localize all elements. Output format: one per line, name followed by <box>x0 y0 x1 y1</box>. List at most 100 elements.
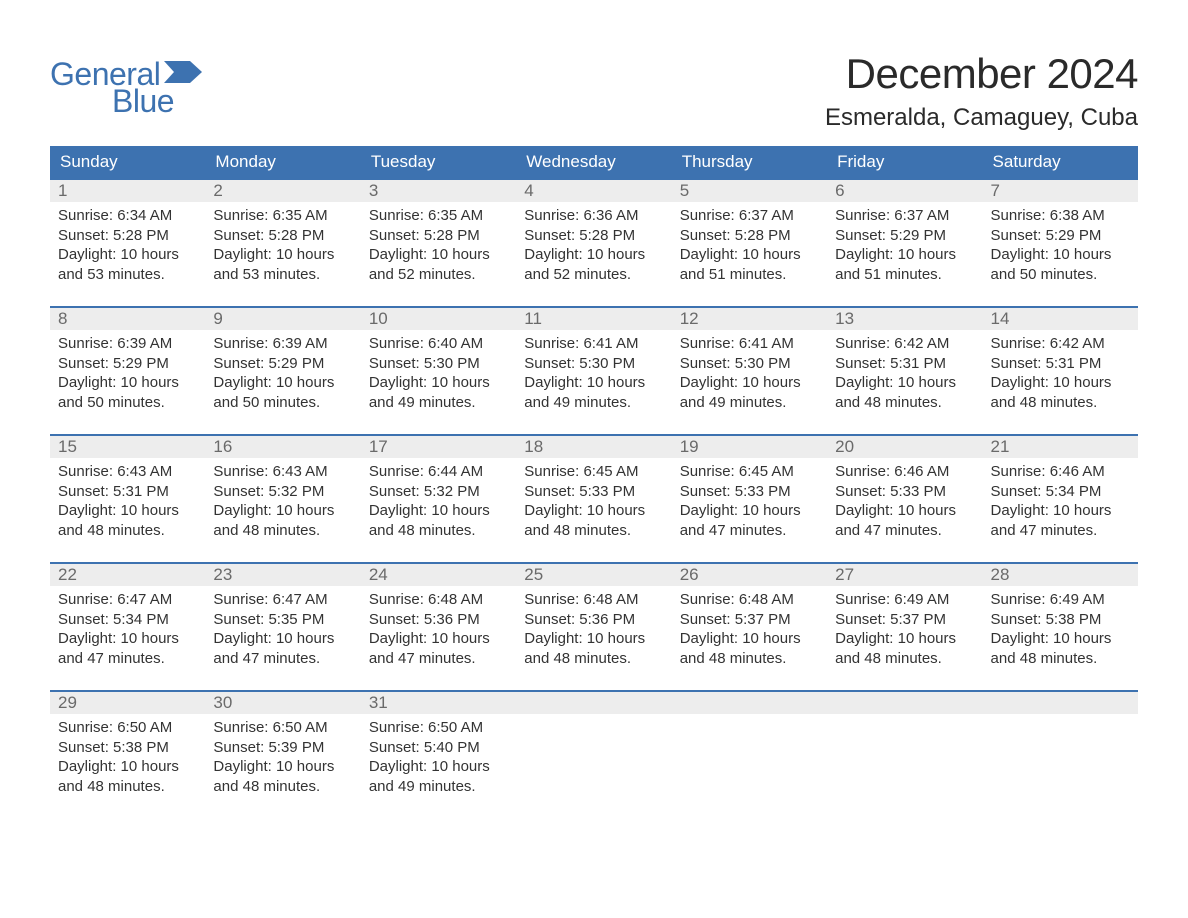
daylight-line: Daylight: 10 hours and 52 minutes. <box>524 245 663 284</box>
sunrise-line: Sunrise: 6:43 AM <box>213 462 352 482</box>
calendar-cell: 3Sunrise: 6:35 AMSunset: 5:28 PMDaylight… <box>361 178 516 306</box>
day-number: 11 <box>516 306 671 330</box>
day-number: 26 <box>672 562 827 586</box>
sunset-line: Sunset: 5:37 PM <box>680 610 819 630</box>
day-number: 31 <box>361 690 516 714</box>
day-number: 18 <box>516 434 671 458</box>
sunrise-line: Sunrise: 6:46 AM <box>991 462 1130 482</box>
day-number: 24 <box>361 562 516 586</box>
sunrise-line: Sunrise: 6:35 AM <box>369 206 508 226</box>
sunrise-line: Sunrise: 6:50 AM <box>58 718 197 738</box>
calendar-cell: 11Sunrise: 6:41 AMSunset: 5:30 PMDayligh… <box>516 306 671 434</box>
day-number: 13 <box>827 306 982 330</box>
sunrise-line: Sunrise: 6:47 AM <box>58 590 197 610</box>
daylight-line: Daylight: 10 hours and 49 minutes. <box>524 373 663 412</box>
sunrise-line: Sunrise: 6:39 AM <box>213 334 352 354</box>
day-body: Sunrise: 6:50 AMSunset: 5:40 PMDaylight:… <box>361 714 516 796</box>
daylight-line: Daylight: 10 hours and 48 minutes. <box>991 629 1130 668</box>
calendar-cell <box>983 690 1138 818</box>
daylight-line: Daylight: 10 hours and 48 minutes. <box>835 629 974 668</box>
sunrise-line: Sunrise: 6:45 AM <box>680 462 819 482</box>
day-number: 3 <box>361 178 516 202</box>
day-number: 2 <box>205 178 360 202</box>
sunset-line: Sunset: 5:34 PM <box>58 610 197 630</box>
sunrise-line: Sunrise: 6:36 AM <box>524 206 663 226</box>
day-body: Sunrise: 6:39 AMSunset: 5:29 PMDaylight:… <box>50 330 205 412</box>
calendar-cell: 31Sunrise: 6:50 AMSunset: 5:40 PMDayligh… <box>361 690 516 818</box>
sunrise-line: Sunrise: 6:34 AM <box>58 206 197 226</box>
day-number: 10 <box>361 306 516 330</box>
daylight-line: Daylight: 10 hours and 48 minutes. <box>835 373 974 412</box>
sunset-line: Sunset: 5:33 PM <box>524 482 663 502</box>
sunrise-line: Sunrise: 6:49 AM <box>835 590 974 610</box>
sunrise-line: Sunrise: 6:48 AM <box>369 590 508 610</box>
day-body: Sunrise: 6:46 AMSunset: 5:34 PMDaylight:… <box>983 458 1138 540</box>
calendar-week-row: 8Sunrise: 6:39 AMSunset: 5:29 PMDaylight… <box>50 306 1138 434</box>
sunset-line: Sunset: 5:30 PM <box>680 354 819 374</box>
calendar-cell: 21Sunrise: 6:46 AMSunset: 5:34 PMDayligh… <box>983 434 1138 562</box>
weekday-header: Saturday <box>983 146 1138 178</box>
sunset-line: Sunset: 5:39 PM <box>213 738 352 758</box>
daylight-line: Daylight: 10 hours and 48 minutes. <box>991 373 1130 412</box>
sunrise-line: Sunrise: 6:37 AM <box>680 206 819 226</box>
logo-text-blue: Blue <box>112 83 202 120</box>
daylight-line: Daylight: 10 hours and 53 minutes. <box>213 245 352 284</box>
day-number: 21 <box>983 434 1138 458</box>
calendar-cell: 15Sunrise: 6:43 AMSunset: 5:31 PMDayligh… <box>50 434 205 562</box>
daylight-line: Daylight: 10 hours and 51 minutes. <box>835 245 974 284</box>
calendar-table: Sunday Monday Tuesday Wednesday Thursday… <box>50 146 1138 818</box>
sunset-line: Sunset: 5:28 PM <box>58 226 197 246</box>
weekday-header: Thursday <box>672 146 827 178</box>
day-body: Sunrise: 6:37 AMSunset: 5:29 PMDaylight:… <box>827 202 982 284</box>
sunset-line: Sunset: 5:33 PM <box>835 482 974 502</box>
sunset-line: Sunset: 5:34 PM <box>991 482 1130 502</box>
daylight-line: Daylight: 10 hours and 48 minutes. <box>58 501 197 540</box>
sunset-line: Sunset: 5:33 PM <box>680 482 819 502</box>
calendar-cell: 13Sunrise: 6:42 AMSunset: 5:31 PMDayligh… <box>827 306 982 434</box>
daylight-line: Daylight: 10 hours and 49 minutes. <box>369 757 508 796</box>
calendar-cell: 8Sunrise: 6:39 AMSunset: 5:29 PMDaylight… <box>50 306 205 434</box>
sunset-line: Sunset: 5:29 PM <box>835 226 974 246</box>
day-body: Sunrise: 6:50 AMSunset: 5:39 PMDaylight:… <box>205 714 360 796</box>
daylight-line: Daylight: 10 hours and 47 minutes. <box>369 629 508 668</box>
day-number: 14 <box>983 306 1138 330</box>
weekday-header: Monday <box>205 146 360 178</box>
day-body: Sunrise: 6:49 AMSunset: 5:37 PMDaylight:… <box>827 586 982 668</box>
calendar-cell: 1 Sunrise: 6:34 AMSunset: 5:28 PMDaylight… <box>50 178 205 306</box>
month-title: December 2024 <box>825 50 1138 98</box>
daylight-line: Daylight: 10 hours and 53 minutes. <box>58 245 197 284</box>
sunrise-line: Sunrise: 6:50 AM <box>369 718 508 738</box>
calendar-cell: 25Sunrise: 6:48 AMSunset: 5:36 PMDayligh… <box>516 562 671 690</box>
day-number: 27 <box>827 562 982 586</box>
day-body: Sunrise: 6:41 AMSunset: 5:30 PMDaylight:… <box>672 330 827 412</box>
calendar-cell: 27Sunrise: 6:49 AMSunset: 5:37 PMDayligh… <box>827 562 982 690</box>
day-number: 6 <box>827 178 982 202</box>
sunrise-line: Sunrise: 6:40 AM <box>369 334 508 354</box>
sunset-line: Sunset: 5:40 PM <box>369 738 508 758</box>
sunrise-line: Sunrise: 6:49 AM <box>991 590 1130 610</box>
day-body: Sunrise: 6:48 AMSunset: 5:37 PMDaylight:… <box>672 586 827 668</box>
calendar-cell: 14Sunrise: 6:42 AMSunset: 5:31 PMDayligh… <box>983 306 1138 434</box>
empty-day-bar <box>983 690 1138 714</box>
day-body: Sunrise: 6:48 AMSunset: 5:36 PMDaylight:… <box>361 586 516 668</box>
calendar-week-row: 1Sunrise: 6:34 AMSunset: 5:28 PMDaylight… <box>50 178 1138 306</box>
day-body: Sunrise: 6:45 AMSunset: 5:33 PMDaylight:… <box>516 458 671 540</box>
day-number: 22 <box>50 562 205 586</box>
day-body: Sunrise: 6:49 AMSunset: 5:38 PMDaylight:… <box>983 586 1138 668</box>
day-body: Sunrise: 6:47 AMSunset: 5:35 PMDaylight:… <box>205 586 360 668</box>
sunrise-line: Sunrise: 6:39 AM <box>58 334 197 354</box>
empty-day-bar <box>672 690 827 714</box>
day-body: Sunrise: 6:44 AMSunset: 5:32 PMDaylight:… <box>361 458 516 540</box>
sunrise-line: Sunrise: 6:42 AM <box>991 334 1130 354</box>
calendar-cell: 17Sunrise: 6:44 AMSunset: 5:32 PMDayligh… <box>361 434 516 562</box>
calendar-page: General Blue December 2024 Esmeralda, Ca… <box>0 0 1188 858</box>
daylight-line: Daylight: 10 hours and 47 minutes. <box>991 501 1130 540</box>
day-number: 29 <box>50 690 205 714</box>
day-number: 23 <box>205 562 360 586</box>
calendar-cell: 16Sunrise: 6:43 AMSunset: 5:32 PMDayligh… <box>205 434 360 562</box>
day-body: Sunrise: 6:39 AMSunset: 5:29 PMDaylight:… <box>205 330 360 412</box>
day-body: Sunrise: 6:43 AMSunset: 5:31 PMDaylight:… <box>50 458 205 540</box>
day-body: Sunrise: 6:41 AMSunset: 5:30 PMDaylight:… <box>516 330 671 412</box>
day-number: 1 <box>50 178 205 202</box>
sunrise-line: Sunrise: 6:38 AM <box>991 206 1130 226</box>
